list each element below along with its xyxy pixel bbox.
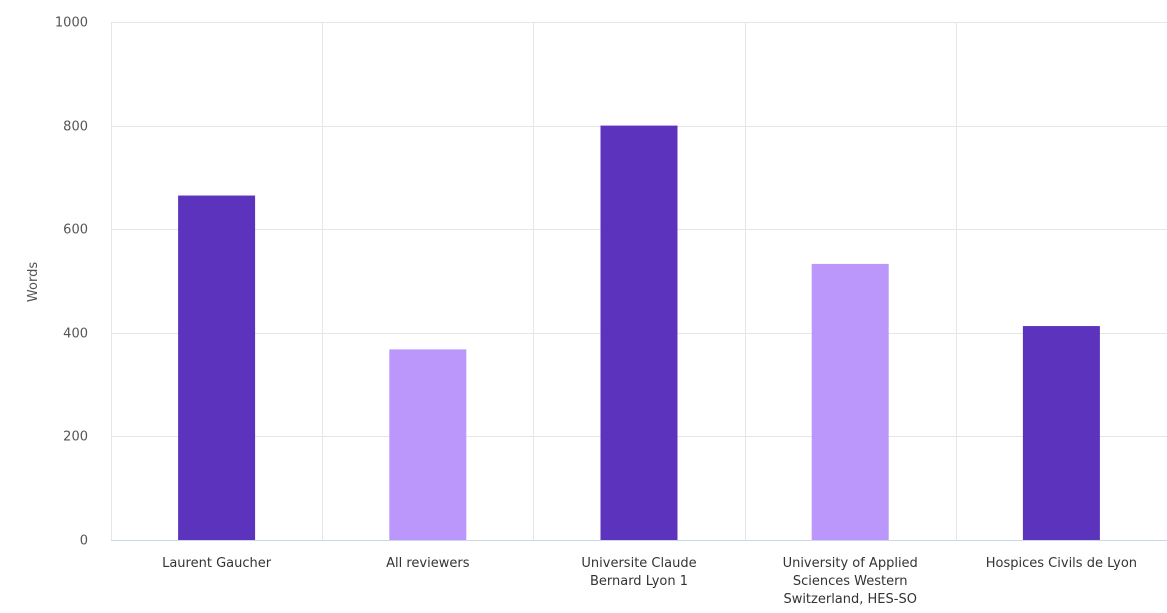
y-tick-label: 1000 [55,16,88,31]
x-tick-label: All reviewers [386,556,470,571]
x-tick-label: Laurent Gaucher [162,556,272,571]
x-tick-label: Hospices Civils de Lyon [986,556,1137,571]
y-tick-label: 400 [63,327,88,342]
x-tick-label: Universite Claude Bernard Lyon 1 [581,556,696,589]
y-tick-label: 800 [63,120,88,135]
y-tick-label: 0 [80,534,88,549]
bar [600,125,678,540]
x-tick-label: University of Applied Sciences Western Swi… [783,556,918,607]
bar [1022,326,1100,540]
y-tick-label: 600 [63,223,88,238]
bars [178,125,1100,540]
axes: 0 200 400 600 800 1000 Laurent Gaucher All revi… [55,16,1167,607]
y-tick-label: 200 [63,430,88,445]
bar [811,263,889,540]
bar [389,349,467,540]
bar [178,195,256,540]
y-axis-title: Words [26,262,41,302]
